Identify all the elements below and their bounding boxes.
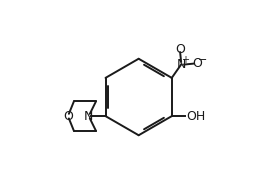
Text: N: N xyxy=(176,58,186,71)
Text: O: O xyxy=(63,110,73,123)
Text: O: O xyxy=(192,57,202,70)
Text: OH: OH xyxy=(187,110,206,123)
Text: +: + xyxy=(181,55,189,65)
Text: −: − xyxy=(198,55,207,65)
Text: O: O xyxy=(175,43,185,56)
Text: N: N xyxy=(84,110,93,123)
